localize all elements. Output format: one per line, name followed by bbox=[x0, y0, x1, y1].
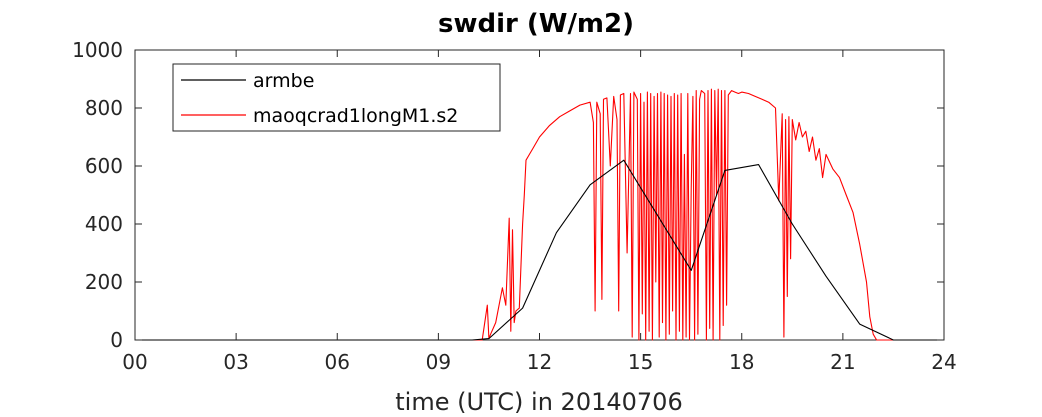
y-tick-label: 0 bbox=[110, 328, 123, 352]
x-tick-label: 15 bbox=[628, 350, 653, 374]
x-tick-label: 24 bbox=[931, 350, 956, 374]
y-tick-label: 600 bbox=[85, 154, 123, 178]
y-tick-label: 800 bbox=[85, 96, 123, 120]
y-tick-label: 400 bbox=[85, 212, 123, 236]
axis-ticks: 00 03 06 09 12 15 18 21 24 0 200 400 600 800 1000 bbox=[72, 38, 957, 374]
x-tick-label: 18 bbox=[729, 350, 754, 374]
legend-label-armbe: armbe bbox=[253, 70, 314, 92]
x-axis-label: time (UTC) in 20140706 bbox=[395, 388, 682, 416]
y-tick-label: 200 bbox=[85, 270, 123, 294]
chart-title: swdir (W/m2) bbox=[438, 9, 634, 39]
x-tick-label: 21 bbox=[830, 350, 855, 374]
x-tick-label: 09 bbox=[426, 350, 451, 374]
x-tick-label: 12 bbox=[527, 350, 552, 374]
series-line-armbe bbox=[135, 159, 944, 341]
legend: armbe maoqcrad1longM1.s2 bbox=[172, 63, 501, 132]
y-tick-label: 1000 bbox=[72, 38, 123, 62]
x-tick-label: 00 bbox=[122, 350, 147, 374]
x-tick-label: 03 bbox=[223, 350, 248, 374]
series-group bbox=[135, 88, 944, 341]
series-line-maoqcrad1longM1 bbox=[135, 88, 944, 341]
legend-box bbox=[172, 63, 501, 132]
x-tick-label: 06 bbox=[325, 350, 350, 374]
legend-label-maoqcrad1longM1: maoqcrad1longM1.s2 bbox=[253, 105, 458, 127]
